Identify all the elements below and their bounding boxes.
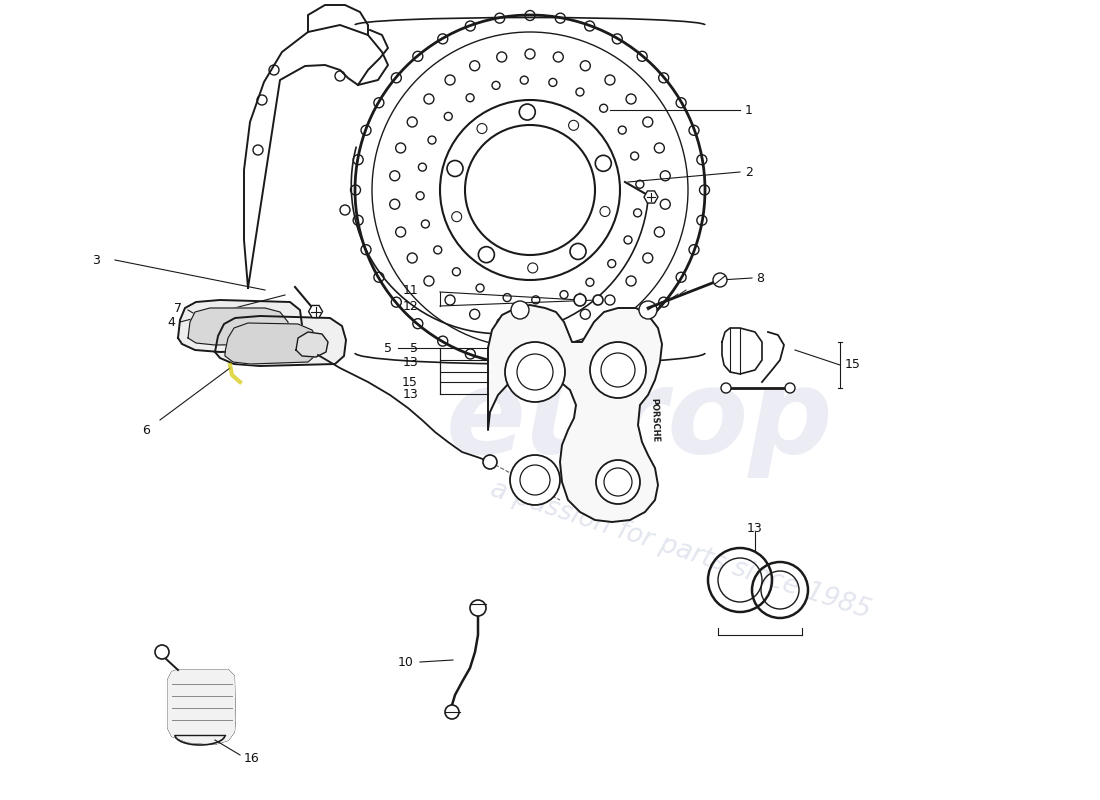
Circle shape [483,455,497,469]
Circle shape [713,273,727,287]
Circle shape [512,301,529,319]
Text: 13: 13 [403,387,418,401]
Polygon shape [226,323,318,364]
Polygon shape [488,305,662,522]
Polygon shape [309,306,322,318]
Text: 5: 5 [384,342,392,354]
Text: 13: 13 [403,355,418,369]
Circle shape [593,295,603,305]
Polygon shape [178,300,303,352]
Text: 1: 1 [745,103,752,117]
Circle shape [510,455,560,505]
Text: 4: 4 [167,315,175,329]
Circle shape [596,460,640,504]
Polygon shape [214,316,346,366]
Circle shape [720,383,732,393]
Text: 12: 12 [403,299,418,313]
Circle shape [785,383,795,393]
Text: 7: 7 [174,302,182,314]
Text: 11: 11 [403,283,418,297]
Text: 3: 3 [92,254,100,266]
Circle shape [574,294,586,306]
Text: 6: 6 [142,423,150,437]
Polygon shape [188,308,288,345]
Text: 16: 16 [244,751,260,765]
Circle shape [155,645,169,659]
Circle shape [590,342,646,398]
Polygon shape [168,670,235,744]
Text: 10: 10 [398,655,414,669]
Polygon shape [644,191,658,203]
Text: 13: 13 [747,522,763,534]
Circle shape [639,301,657,319]
Circle shape [470,600,486,616]
Text: PORSCHE: PORSCHE [650,398,660,442]
Text: a passion for parts since 1985: a passion for parts since 1985 [486,476,873,624]
Text: 15: 15 [845,358,861,371]
Circle shape [446,705,459,719]
Text: 8: 8 [756,271,764,285]
Polygon shape [296,332,328,357]
Circle shape [505,342,565,402]
Text: 2: 2 [745,166,752,178]
Text: 15: 15 [403,375,418,389]
Text: europ: europ [447,362,834,478]
Text: 5: 5 [410,342,418,354]
